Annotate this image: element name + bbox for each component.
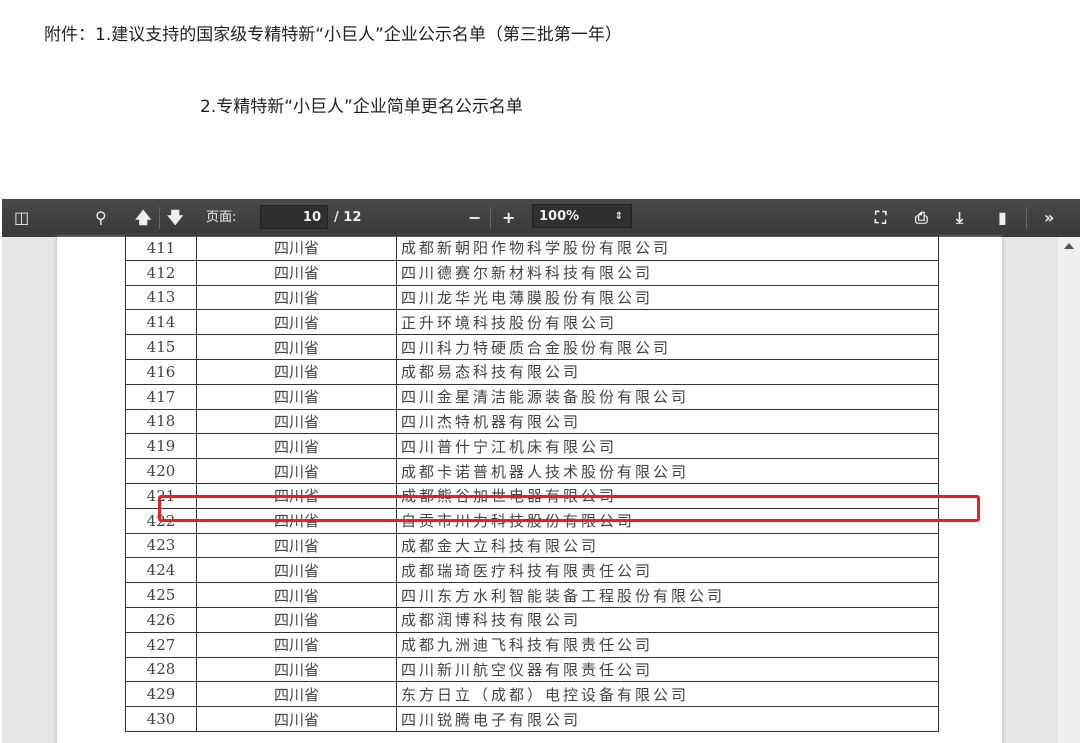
company-name: 四川德赛尔新材料科技有限公司 <box>396 259 939 286</box>
arrow-up-icon[interactable]: 🡅 <box>135 208 152 227</box>
scrollbar[interactable] <box>1058 237 1080 743</box>
arrow-down-icon[interactable]: 🡇 <box>167 208 184 227</box>
company-name: 四川新川航空仪器有限责任公司 <box>396 656 939 683</box>
pdf-toolbar: ◫ ⚲ 🡅 🡇 页面: 10 / 12 − + 100% ⇕ ⛶ ⎙ ⤓ ▮ » <box>2 199 1080 237</box>
company-name: 东方日立（成都）电控设备有限公司 <box>396 681 939 708</box>
search-icon[interactable]: ⚲ <box>95 208 107 227</box>
table-row: 424 四川省 成都瑞琦医疗科技有限责任公司 <box>125 557 939 584</box>
zoom-value: 100% <box>539 209 580 224</box>
row-number: 425 <box>125 582 197 608</box>
table-row: 425 四川省 四川东方水利智能装备工程股份有限公司 <box>125 582 939 608</box>
company-name: 四川龙华光电薄膜股份有限公司 <box>396 284 939 311</box>
province: 四川省 <box>196 706 397 732</box>
table-row: 415 四川省 四川科力特硬质合金股份有限公司 <box>125 334 939 360</box>
province: 四川省 <box>196 433 397 460</box>
table-row: 429 四川省 东方日立（成都）电控设备有限公司 <box>125 681 939 708</box>
table-row: 428 四川省 四川新川航空仪器有限责任公司 <box>125 656 939 683</box>
company-name: 正升环境科技股份有限公司 <box>396 309 939 336</box>
row-number: 412 <box>125 259 197 286</box>
row-number: 417 <box>125 383 197 410</box>
download-icon[interactable]: ⤓ <box>956 208 964 227</box>
province: 四川省 <box>196 656 397 683</box>
company-name: 成都新朝阳作物科学股份有限公司 <box>396 235 939 261</box>
province: 四川省 <box>196 235 397 261</box>
province: 四川省 <box>196 606 397 633</box>
more-tools-icon[interactable]: » <box>1044 208 1055 227</box>
company-name: 四川杰特机器有限公司 <box>396 408 939 435</box>
row-number: 411 <box>125 235 197 261</box>
page-number-input[interactable]: 10 <box>260 205 328 229</box>
row-number: 419 <box>125 433 197 460</box>
row-number: 430 <box>125 706 197 732</box>
company-name: 成都易态科技有限公司 <box>396 358 939 385</box>
company-name: 四川锐腾电子有限公司 <box>396 706 939 732</box>
company-name: 成都瑞琦医疗科技有限责任公司 <box>396 557 939 584</box>
zoom-in-icon[interactable]: + <box>502 208 516 227</box>
page-label: 页面: <box>206 210 237 225</box>
table-row: 427 四川省 成都九洲迪飞科技有限责任公司 <box>125 631 939 658</box>
row-number: 427 <box>125 631 197 658</box>
row-number: 423 <box>125 532 197 559</box>
table-row: 420 四川省 成都卡诺普机器人技术股份有限公司 <box>125 458 939 484</box>
province: 四川省 <box>196 334 397 360</box>
company-name: 成都金大立科技有限公司 <box>396 532 939 559</box>
sidebar-toggle-icon[interactable]: ◫ <box>14 208 30 227</box>
province: 四川省 <box>196 309 397 336</box>
table-row: 411 四川省 成都新朝阳作物科学股份有限公司 <box>125 235 939 261</box>
row-number: 415 <box>125 334 197 360</box>
company-name: 四川东方水利智能装备工程股份有限公司 <box>396 582 939 608</box>
zoom-out-icon[interactable]: − <box>468 208 482 227</box>
attachment-line-2: 2.专精特新“小巨人”企业简单更名公示名单 <box>200 97 523 117</box>
province: 四川省 <box>196 408 397 435</box>
province: 四川省 <box>196 358 397 385</box>
select-arrows-icon: ⇕ <box>614 211 623 222</box>
print-icon[interactable]: ⎙ <box>915 208 928 227</box>
province: 四川省 <box>196 383 397 410</box>
company-table: 411 四川省 成都新朝阳作物科学股份有限公司 412 四川省 四川德赛尔新材料科技有限公… <box>125 235 939 732</box>
pdf-page: 411 四川省 成都新朝阳作物科学股份有限公司 412 四川省 四川德赛尔新材料科技有限公… <box>57 235 1002 743</box>
table-row: 412 四川省 四川德赛尔新材料科技有限公司 <box>125 259 939 286</box>
table-row: 423 四川省 成都金大立科技有限公司 <box>125 532 939 559</box>
row-number: 429 <box>125 681 197 708</box>
company-name: 四川普什宁江机床有限公司 <box>396 433 939 460</box>
row-number: 413 <box>125 284 197 311</box>
table-row: 417 四川省 四川金星清洁能源装备股份有限公司 <box>125 383 939 410</box>
province: 四川省 <box>196 458 397 484</box>
row-number: 418 <box>125 408 197 435</box>
scroll-up-icon[interactable] <box>1064 243 1074 249</box>
company-name: 四川金星清洁能源装备股份有限公司 <box>396 383 939 410</box>
province: 四川省 <box>196 259 397 286</box>
zoom-select[interactable]: 100% ⇕ <box>532 204 632 228</box>
province: 四川省 <box>196 582 397 608</box>
row-number: 424 <box>125 557 197 584</box>
pdf-viewer: ◫ ⚲ 🡅 🡇 页面: 10 / 12 − + 100% ⇕ ⛶ ⎙ ⤓ ▮ » … <box>2 199 1080 743</box>
row-number: 428 <box>125 656 197 683</box>
bookmark-icon[interactable]: ▮ <box>998 208 1007 227</box>
province: 四川省 <box>196 631 397 658</box>
page-total: / 12 <box>334 210 362 225</box>
table-row: 414 四川省 正升环境科技股份有限公司 <box>125 309 939 336</box>
row-number: 420 <box>125 458 197 484</box>
company-name: 成都九洲迪飞科技有限责任公司 <box>396 631 939 658</box>
company-name: 成都润博科技有限公司 <box>396 606 939 633</box>
row-number: 416 <box>125 358 197 385</box>
table-row: 426 四川省 成都润博科技有限公司 <box>125 606 939 633</box>
row-number: 414 <box>125 309 197 336</box>
table-row: 418 四川省 四川杰特机器有限公司 <box>125 408 939 435</box>
company-name: 成都卡诺普机器人技术股份有限公司 <box>396 458 939 484</box>
table-row: 413 四川省 四川龙华光电薄膜股份有限公司 <box>125 284 939 311</box>
province: 四川省 <box>196 681 397 708</box>
attachment-line-1: 附件：1.建议支持的国家级专精特新“小巨人”企业公示名单（第三批第一年） <box>44 25 622 45</box>
company-name: 四川科力特硬质合金股份有限公司 <box>396 334 939 360</box>
province: 四川省 <box>196 532 397 559</box>
fullscreen-icon[interactable]: ⛶ <box>875 208 887 227</box>
province: 四川省 <box>196 557 397 584</box>
table-row: 419 四川省 四川普什宁江机床有限公司 <box>125 433 939 460</box>
highlight-box <box>158 495 980 522</box>
province: 四川省 <box>196 284 397 311</box>
row-number: 426 <box>125 606 197 633</box>
table-row: 416 四川省 成都易态科技有限公司 <box>125 358 939 385</box>
table-row: 430 四川省 四川锐腾电子有限公司 <box>125 706 939 732</box>
